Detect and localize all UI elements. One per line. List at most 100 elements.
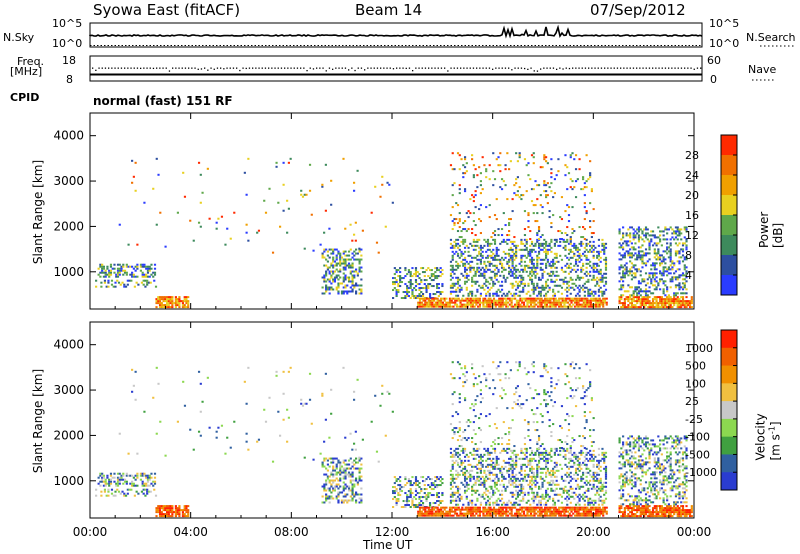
power-cell bbox=[545, 240, 548, 243]
velocity-cell bbox=[485, 465, 488, 468]
power-cell bbox=[360, 254, 363, 257]
power-cell bbox=[634, 276, 637, 279]
nave-dot bbox=[405, 67, 407, 70]
power-cell bbox=[657, 226, 660, 229]
power-cell bbox=[518, 274, 521, 277]
velocity-cell bbox=[162, 513, 165, 516]
power-cell bbox=[407, 269, 411, 272]
power-cell bbox=[515, 303, 518, 306]
power-cell bbox=[599, 270, 602, 273]
velocity-cell bbox=[349, 479, 352, 482]
power-cell bbox=[245, 223, 248, 226]
power-cell bbox=[587, 242, 590, 245]
velocity-cell bbox=[337, 479, 340, 482]
power-cell bbox=[667, 294, 670, 297]
power-cell bbox=[344, 227, 347, 230]
power-cell bbox=[497, 258, 500, 261]
velocity-cell bbox=[425, 514, 429, 517]
power-cell bbox=[176, 304, 179, 307]
power-cell bbox=[418, 277, 421, 280]
velocity-cell bbox=[330, 473, 333, 476]
velocity-cell bbox=[506, 451, 509, 454]
power-cell bbox=[509, 218, 512, 221]
velocity-cell bbox=[140, 490, 143, 493]
power-cell bbox=[544, 305, 547, 308]
nave-dot bbox=[149, 67, 151, 69]
power-cell bbox=[664, 228, 667, 231]
velocity-cell bbox=[423, 496, 426, 499]
power-cell bbox=[534, 180, 537, 183]
power-cell bbox=[451, 256, 454, 259]
power-cell bbox=[596, 305, 600, 308]
nave-dot bbox=[700, 67, 702, 69]
velocity-cell bbox=[420, 490, 423, 493]
power-cell bbox=[690, 296, 693, 299]
nave-tick-bottom: 0 bbox=[710, 73, 717, 86]
velocity-cell bbox=[146, 488, 149, 491]
power-cell bbox=[501, 303, 504, 306]
power-cell bbox=[308, 163, 312, 166]
power-cell bbox=[669, 302, 672, 305]
power-cell bbox=[342, 292, 345, 295]
velocity-cell bbox=[171, 505, 174, 508]
power-cell bbox=[644, 254, 648, 257]
velocity-cell bbox=[479, 467, 482, 470]
power-cell bbox=[623, 240, 626, 243]
velocity-cell bbox=[399, 476, 402, 479]
velocity-cell bbox=[488, 477, 491, 480]
power-cell bbox=[667, 246, 670, 249]
power-cell bbox=[471, 260, 474, 263]
velocity-cell bbox=[488, 485, 491, 488]
power-cell bbox=[588, 299, 591, 302]
velocity-cell bbox=[409, 482, 412, 485]
velocity-cell bbox=[511, 491, 514, 494]
velocity-cell bbox=[542, 510, 545, 513]
velocity-cell bbox=[477, 508, 480, 511]
velocity-cell bbox=[326, 495, 329, 498]
velocity-cell bbox=[413, 504, 416, 507]
velocity-cell bbox=[157, 511, 160, 514]
power-cell bbox=[441, 303, 444, 306]
power-cell bbox=[533, 299, 536, 302]
power-cell bbox=[411, 267, 414, 270]
velocity-cell bbox=[485, 503, 488, 506]
velocity-cell bbox=[113, 476, 116, 479]
power-cell bbox=[580, 242, 583, 245]
power-cell bbox=[162, 298, 165, 301]
velocity-cell bbox=[478, 479, 481, 482]
velocity-cell bbox=[183, 505, 186, 508]
power-cell bbox=[522, 242, 525, 245]
velocity-cell bbox=[523, 477, 527, 480]
power-cell bbox=[582, 288, 585, 291]
velocity-cell bbox=[489, 510, 492, 513]
power-cell bbox=[171, 298, 174, 301]
velocity-cell bbox=[421, 502, 425, 505]
power-cell bbox=[139, 269, 142, 272]
power-cell bbox=[623, 276, 626, 279]
power-cell bbox=[429, 305, 432, 308]
power-cell bbox=[437, 283, 440, 286]
power-cell bbox=[520, 274, 523, 277]
power-cell bbox=[481, 188, 484, 191]
power-cell bbox=[469, 260, 472, 263]
velocity-cell bbox=[145, 484, 148, 487]
power-cell bbox=[476, 262, 479, 265]
power-cell bbox=[344, 286, 347, 289]
velocity-cell bbox=[431, 514, 434, 517]
power-cell bbox=[473, 305, 476, 308]
power-cell bbox=[418, 289, 421, 292]
power-cell bbox=[397, 275, 400, 278]
power-cell bbox=[400, 277, 403, 280]
power-cell bbox=[498, 297, 501, 300]
velocity-cell bbox=[512, 506, 515, 509]
power-cell bbox=[555, 274, 558, 277]
power-cell bbox=[149, 281, 152, 284]
power-cell bbox=[557, 284, 560, 287]
velocity-cell bbox=[397, 498, 400, 501]
power-cell bbox=[183, 195, 187, 198]
velocity-cell bbox=[447, 510, 450, 513]
power-cell bbox=[601, 238, 604, 241]
velocity-cell bbox=[522, 485, 525, 488]
velocity-cell bbox=[157, 509, 160, 512]
velocity-cell bbox=[474, 457, 477, 460]
